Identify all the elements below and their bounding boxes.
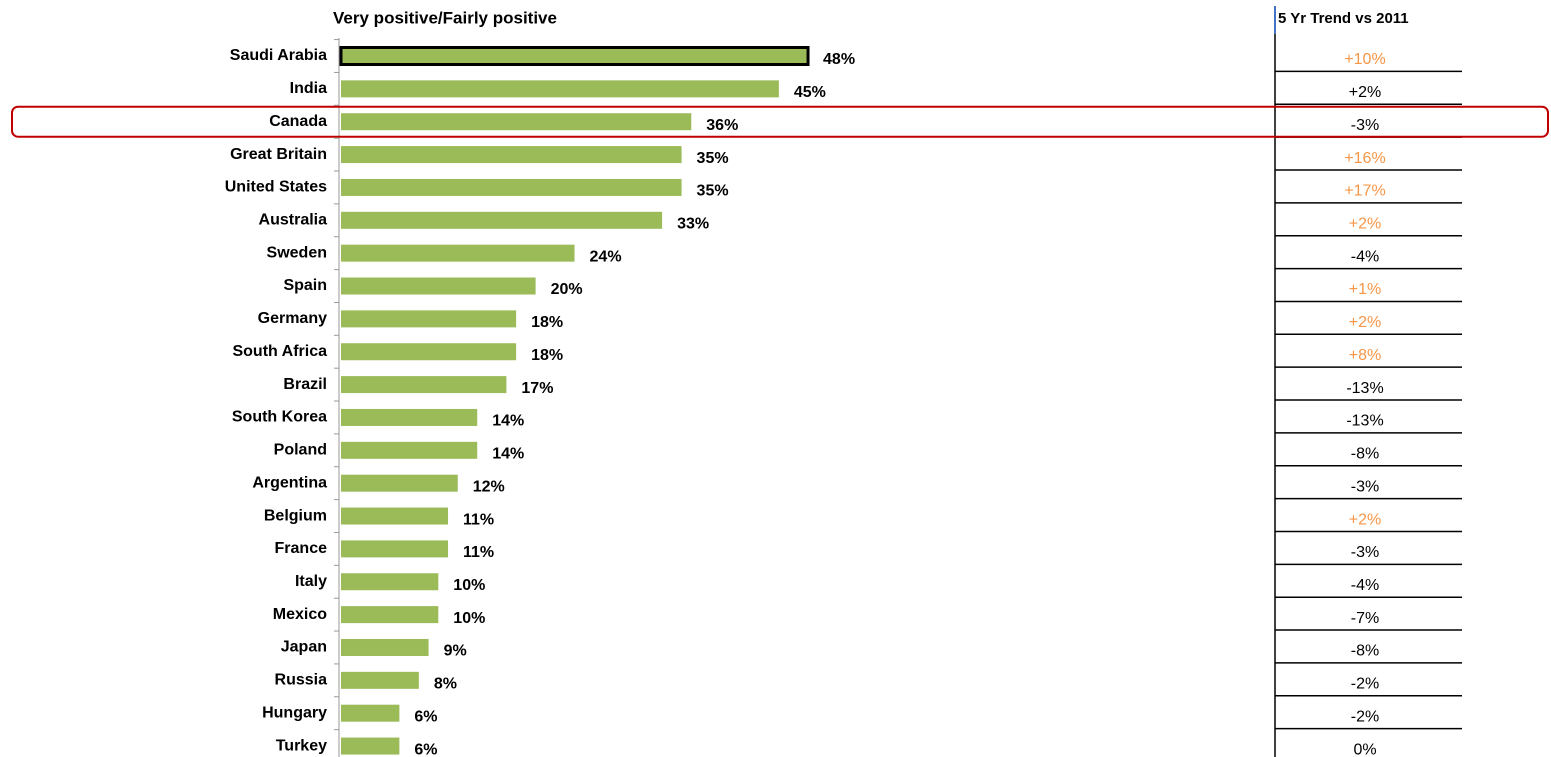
value-label: 20%	[551, 281, 583, 298]
value-label: 17%	[521, 380, 553, 397]
value-label: 9%	[444, 643, 467, 660]
category-label: Italy	[295, 573, 327, 590]
value-label: 45%	[794, 84, 826, 101]
category-label: Australia	[259, 212, 328, 229]
trend-value: +8%	[1349, 347, 1381, 364]
category-label: South Africa	[232, 343, 327, 360]
category-label: Germany	[258, 310, 327, 327]
trend-value: 0%	[1353, 741, 1376, 757]
category-label: France	[275, 540, 328, 557]
value-label: 14%	[492, 446, 524, 463]
bar	[341, 606, 439, 624]
value-label: 35%	[697, 183, 729, 200]
trend-value: +2%	[1349, 511, 1381, 528]
trend-value: -3%	[1351, 544, 1379, 561]
category-label: Turkey	[276, 737, 327, 754]
trend-value: +1%	[1349, 281, 1381, 298]
category-label: Canada	[269, 113, 327, 130]
bar	[341, 211, 663, 229]
value-label: 8%	[434, 676, 457, 693]
category-label: India	[290, 80, 327, 97]
bar	[341, 146, 682, 164]
trend-value: +16%	[1344, 150, 1385, 167]
bar	[341, 737, 400, 755]
bar	[341, 244, 575, 262]
trend-value: -3%	[1351, 117, 1379, 134]
category-label: South Korea	[232, 409, 327, 426]
category-label: Belgium	[264, 507, 327, 524]
category-label: Argentina	[252, 474, 327, 491]
bar	[341, 408, 478, 426]
bar	[341, 507, 449, 525]
bar	[341, 343, 517, 361]
value-label: 36%	[706, 117, 738, 134]
trend-value: +2%	[1349, 216, 1381, 233]
value-label: 12%	[473, 478, 505, 495]
value-label: 10%	[453, 610, 485, 627]
value-label: 6%	[414, 708, 437, 725]
bar	[339, 46, 810, 66]
category-label: Hungary	[262, 704, 327, 721]
trend-value: -8%	[1351, 446, 1379, 463]
value-label: 35%	[697, 150, 729, 167]
bar	[341, 277, 536, 295]
trend-value: +2%	[1349, 84, 1381, 101]
value-label: 11%	[463, 544, 494, 561]
category-label: Saudi Arabia	[230, 47, 327, 64]
value-label: 10%	[453, 577, 485, 594]
bar	[341, 113, 692, 131]
value-label: 33%	[677, 216, 709, 233]
trend-value: -4%	[1351, 577, 1379, 594]
trend-value: +17%	[1344, 183, 1385, 200]
bar	[341, 474, 458, 492]
bar	[341, 178, 682, 196]
bar	[341, 540, 449, 558]
trend-value: -13%	[1346, 413, 1383, 430]
value-label: 18%	[531, 314, 563, 331]
value-label: 14%	[492, 413, 524, 430]
value-label: 11%	[463, 511, 494, 528]
value-label: 48%	[823, 51, 855, 68]
value-label: 6%	[414, 741, 437, 757]
value-label: 18%	[531, 347, 563, 364]
highlight-box	[11, 105, 1549, 138]
trend-value: +10%	[1344, 51, 1385, 68]
trend-value: -3%	[1351, 478, 1379, 495]
category-label: Sweden	[267, 244, 327, 261]
trend-value: -4%	[1351, 248, 1379, 265]
category-label: Mexico	[273, 606, 327, 623]
bar	[341, 671, 419, 689]
category-label: Russia	[275, 672, 328, 689]
trend-value: -7%	[1351, 610, 1379, 627]
category-label: Spain	[283, 277, 327, 294]
bar	[341, 376, 507, 394]
trend-value: -2%	[1351, 708, 1379, 725]
category-label: United States	[225, 179, 327, 196]
table-header: 5 Yr Trend vs 2011	[1278, 10, 1409, 27]
chart-title: Very positive/Fairly positive	[333, 8, 557, 27]
trend-value: -2%	[1351, 676, 1379, 693]
bar	[341, 80, 779, 98]
category-label: Japan	[281, 639, 327, 656]
bar	[341, 638, 429, 656]
category-label: Great Britain	[230, 146, 327, 163]
trend-value: -13%	[1346, 380, 1383, 397]
bar	[341, 704, 400, 722]
bar	[341, 573, 439, 591]
trend-value: +2%	[1349, 314, 1381, 331]
value-label: 24%	[590, 248, 622, 265]
trend-value: -8%	[1351, 643, 1379, 660]
bar	[341, 441, 478, 459]
category-label: Brazil	[283, 376, 327, 393]
category-label: Poland	[274, 442, 327, 459]
bar	[341, 310, 517, 328]
